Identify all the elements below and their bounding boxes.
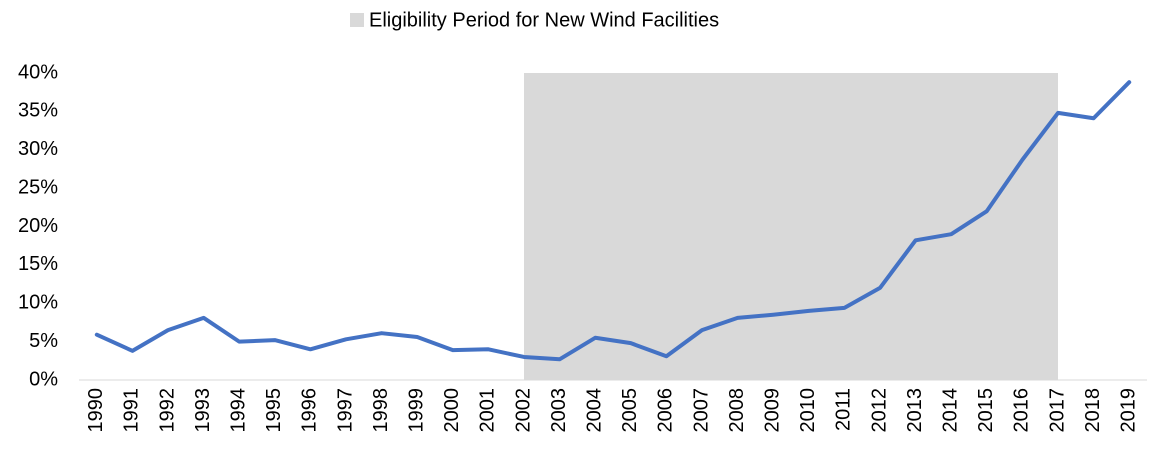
y-tick-label: 20% — [18, 215, 58, 237]
x-tick-label: 1999 — [405, 388, 427, 433]
x-tick-label: 2007 — [690, 388, 712, 433]
line — [94, 80, 1132, 362]
x-tick-label: 2004 — [583, 388, 605, 433]
x-tick-label: 2009 — [761, 388, 783, 433]
x-tick-label: 2017 — [1046, 388, 1068, 433]
x-tick-label: 2001 — [477, 388, 499, 433]
x-tick-label: 1991 — [121, 388, 143, 433]
x-tick-label: 2018 — [1082, 388, 1104, 433]
x-tick-label: 1998 — [370, 388, 392, 433]
x-tick-label: 2006 — [655, 388, 677, 433]
shaded-period — [524, 73, 1058, 380]
x-tick-label: 2000 — [441, 388, 463, 433]
x-tick-label: 1995 — [263, 388, 285, 433]
y-tick-label: 0% — [29, 368, 58, 390]
y-tick-label: 30% — [18, 138, 58, 160]
y-tick-label: 25% — [18, 176, 58, 198]
x-tick-label: 1992 — [156, 388, 178, 433]
y-tick-label: 10% — [18, 292, 58, 314]
y-tick-label: 40% — [18, 61, 58, 83]
x-tick-label: 2016 — [1011, 388, 1033, 433]
x-tick-label: 2014 — [939, 388, 961, 433]
x-tick-label: 1996 — [299, 388, 321, 433]
x-tick-label: 2013 — [904, 388, 926, 433]
y-tick-label: 35% — [18, 100, 58, 122]
x-tick-label: 2010 — [797, 388, 819, 433]
x-tick-label: 1993 — [192, 388, 214, 433]
x-tick-label: 2008 — [726, 388, 748, 433]
x-tick-label: 2003 — [548, 388, 570, 433]
legend-swatch — [350, 13, 364, 27]
x-tick-label: 2005 — [619, 388, 641, 433]
x-tick-label: 2011 — [833, 388, 855, 431]
x-tick-label: 1997 — [334, 388, 356, 433]
x-tick-label: 2015 — [975, 388, 997, 433]
legend-label: Eligibility Period for New Wind Faciliti… — [369, 9, 719, 31]
y-tick-label: 5% — [29, 330, 58, 352]
x-tick-label: 2002 — [512, 388, 534, 433]
x-tick-label: 2019 — [1117, 388, 1139, 433]
x-tick-label: 2012 — [868, 388, 890, 433]
y-tick-label: 15% — [18, 253, 58, 275]
x-tick-label: 1994 — [227, 388, 249, 433]
x-tick-label: 1990 — [85, 388, 107, 433]
